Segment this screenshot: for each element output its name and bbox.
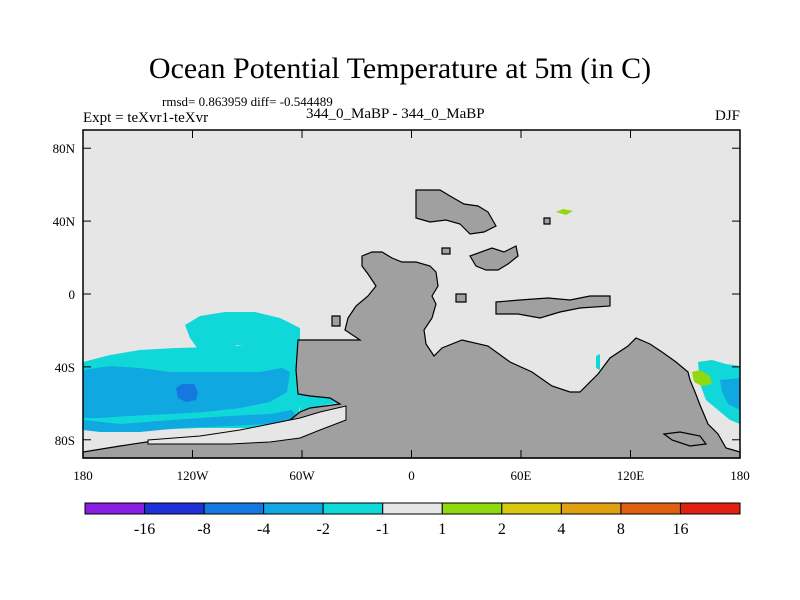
south-pacific-upper-tongue (185, 312, 300, 358)
colorbar-swatch (203, 502, 265, 515)
case-label: 344_0_MaBP - 344_0_MaBP (306, 106, 485, 122)
chart-title: Ocean Potential Temperature at 5m (in C) (148, 52, 652, 85)
season-label: DJF (714, 108, 740, 124)
x-tick-label: 120W (177, 468, 210, 483)
colorbar-swatch (560, 502, 622, 515)
colorbar-label: 2 (498, 521, 506, 538)
colorbar-label: 8 (617, 521, 625, 538)
land-americas (82, 251, 741, 459)
colorbar-swatch (441, 502, 503, 515)
y-tick-label: 0 (69, 287, 76, 302)
colorbar-label: -2 (317, 521, 330, 538)
x-tick-label: 60W (289, 468, 315, 483)
x-tick-label: 180 (73, 468, 93, 483)
land-north-landmass (415, 189, 497, 235)
colorbar-label: 1 (438, 521, 446, 538)
y-tick-label: 80S (55, 433, 75, 448)
southern-ocean-band (83, 410, 298, 432)
colorbar-label: -8 (197, 521, 210, 538)
colorbar-label: 4 (557, 521, 565, 538)
land-small-isle-3 (543, 217, 551, 225)
tasman-sea-warm (692, 370, 712, 386)
tasman-sea-blue (720, 378, 740, 410)
y-axis: 80N 40N 0 40S 80S (53, 141, 740, 448)
land-small-isle-4 (441, 247, 451, 255)
land-small-isle-2 (455, 293, 467, 303)
south-pacific-core (176, 384, 198, 402)
x-tick-label: 0 (408, 468, 415, 483)
colorbar-swatch (620, 502, 681, 515)
x-tick-label: 60E (511, 468, 532, 483)
x-tick-label: 120E (617, 468, 645, 483)
colorbar-swatch (84, 502, 146, 515)
north-pacific-warm (556, 209, 573, 215)
land-antarctic-spur (662, 431, 708, 447)
x-tick-label: 180 (730, 468, 750, 483)
colorbar-swatch (322, 502, 384, 515)
antarctic-cold-zone (147, 405, 347, 445)
colorbar-label: -16 (134, 521, 155, 538)
colorbar-label: -4 (257, 521, 270, 538)
stats-label: rmsd= 0.863959 diff= -0.544489 (162, 94, 333, 109)
y-tick-label: 40N (53, 214, 76, 229)
land-equatorial-strip (495, 295, 611, 319)
colorbar-swatch (382, 502, 443, 515)
indian-ocean-speck (596, 354, 600, 370)
experiment-label: Expt = teXvr1-teXvr (83, 110, 209, 126)
colorbar-swatch (263, 502, 324, 515)
y-tick-label: 40S (55, 360, 75, 375)
map-panel (82, 129, 741, 459)
land-masses (82, 189, 741, 459)
colorbar-label: -1 (376, 521, 389, 538)
y-tick-label: 80N (53, 141, 76, 156)
colorbar: -16 -8 -4 -2 -1 1 2 4 8 16 (84, 502, 741, 538)
colorbar-swatch (501, 502, 562, 515)
colorbar-label: 16 (672, 521, 688, 538)
colorbar-swatch (144, 502, 205, 515)
land-island-chain (469, 245, 519, 271)
land-small-isle-1 (331, 315, 341, 327)
x-axis: 180 120W 60W 0 60E 120E 180 (73, 130, 750, 483)
colorbar-swatch (679, 502, 741, 515)
